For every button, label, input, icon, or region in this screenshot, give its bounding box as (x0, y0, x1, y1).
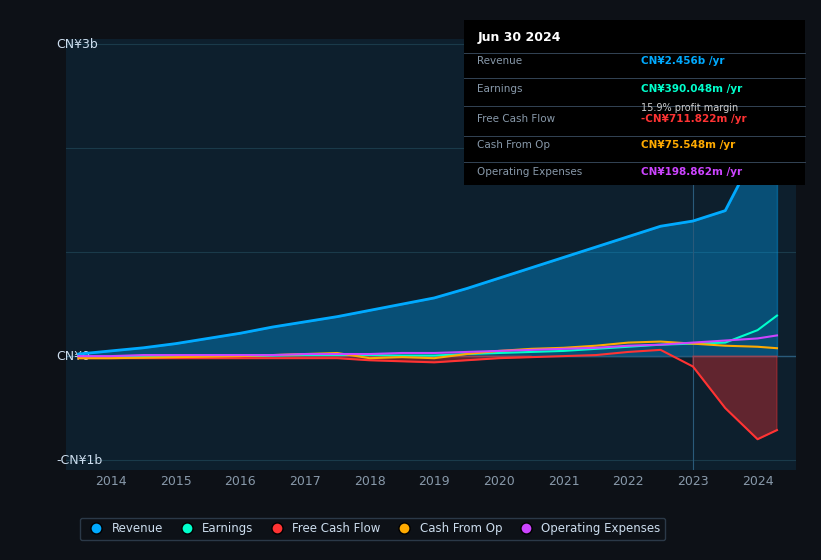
Text: CN¥390.048m /yr: CN¥390.048m /yr (641, 84, 742, 94)
Text: CN¥3b: CN¥3b (56, 38, 98, 51)
Legend: Revenue, Earnings, Free Cash Flow, Cash From Op, Operating Expenses: Revenue, Earnings, Free Cash Flow, Cash … (80, 517, 665, 540)
Text: -CN¥711.822m /yr: -CN¥711.822m /yr (641, 114, 746, 124)
Text: Free Cash Flow: Free Cash Flow (478, 114, 556, 124)
Text: CN¥198.862m /yr: CN¥198.862m /yr (641, 167, 742, 176)
Text: Earnings: Earnings (478, 84, 523, 94)
Text: 15.9% profit margin: 15.9% profit margin (641, 103, 738, 113)
Text: -CN¥1b: -CN¥1b (56, 454, 103, 466)
Text: CN¥75.548m /yr: CN¥75.548m /yr (641, 140, 736, 150)
Text: CN¥2.456b /yr: CN¥2.456b /yr (641, 56, 725, 66)
Text: CN¥0: CN¥0 (56, 349, 90, 363)
Text: Revenue: Revenue (478, 56, 523, 66)
Text: Operating Expenses: Operating Expenses (478, 167, 583, 176)
Text: Cash From Op: Cash From Op (478, 140, 551, 150)
Text: Jun 30 2024: Jun 30 2024 (478, 31, 561, 44)
